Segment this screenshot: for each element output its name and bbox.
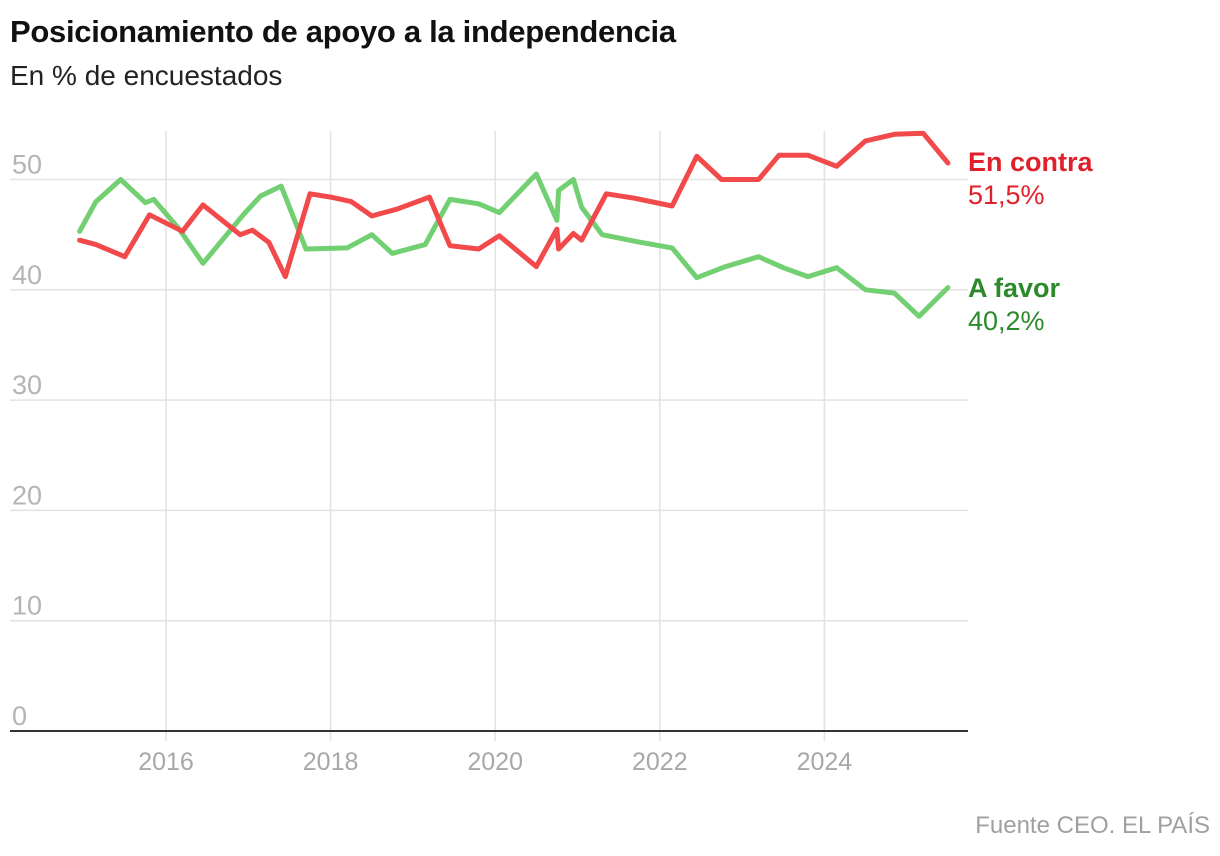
series-value-label-en-contra: 51,5% [968,180,1045,210]
y-tick-label: 40 [12,260,42,290]
y-tick-label: 20 [12,480,42,510]
y-tick-label: 10 [12,591,42,621]
x-axis-ticks: 2016 2018 2020 2022 2024 [138,748,852,776]
series-name-label-a-favor: A favor [968,273,1061,303]
x-tick-label: 2024 [797,748,853,776]
x-tick-label: 2020 [467,748,523,776]
chart-title: Posicionamiento de apoyo a la independen… [10,14,676,49]
series-line-en-contra [77,130,951,280]
series-line-a-favor [77,171,951,319]
y-axis-ticks: 0 10 20 30 40 50 [12,150,42,732]
y-tick-label: 50 [12,150,42,180]
gridlines [10,131,968,741]
series-name-label-en-contra: En contra [968,147,1094,177]
series-lines [77,130,951,319]
source-note: Fuente CEO. EL PAÍS [975,812,1210,839]
series-value-label-a-favor: 40,2% [968,306,1045,336]
x-tick-label: 2018 [303,748,359,776]
chart-subtitle: En % de encuestados [10,60,283,91]
x-tick-label: 2016 [138,748,194,776]
y-tick-label: 0 [12,701,27,731]
y-tick-label: 30 [12,370,42,400]
x-tick-label: 2022 [632,748,688,776]
